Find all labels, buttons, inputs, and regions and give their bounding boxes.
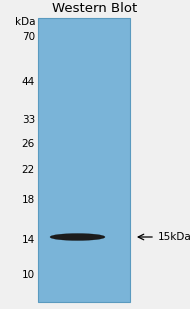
Text: 10: 10 xyxy=(22,270,35,280)
Bar xyxy=(38,18,130,302)
Text: kDa: kDa xyxy=(14,17,35,27)
Text: 14: 14 xyxy=(22,235,35,245)
Text: Western Blot: Western Blot xyxy=(52,2,138,15)
Text: 22: 22 xyxy=(22,165,35,175)
Ellipse shape xyxy=(50,234,105,240)
Text: 44: 44 xyxy=(22,77,35,87)
Text: 15kDa: 15kDa xyxy=(158,232,190,242)
Text: 26: 26 xyxy=(22,139,35,149)
Text: 70: 70 xyxy=(22,32,35,42)
Text: 18: 18 xyxy=(22,195,35,205)
Text: 33: 33 xyxy=(22,115,35,125)
